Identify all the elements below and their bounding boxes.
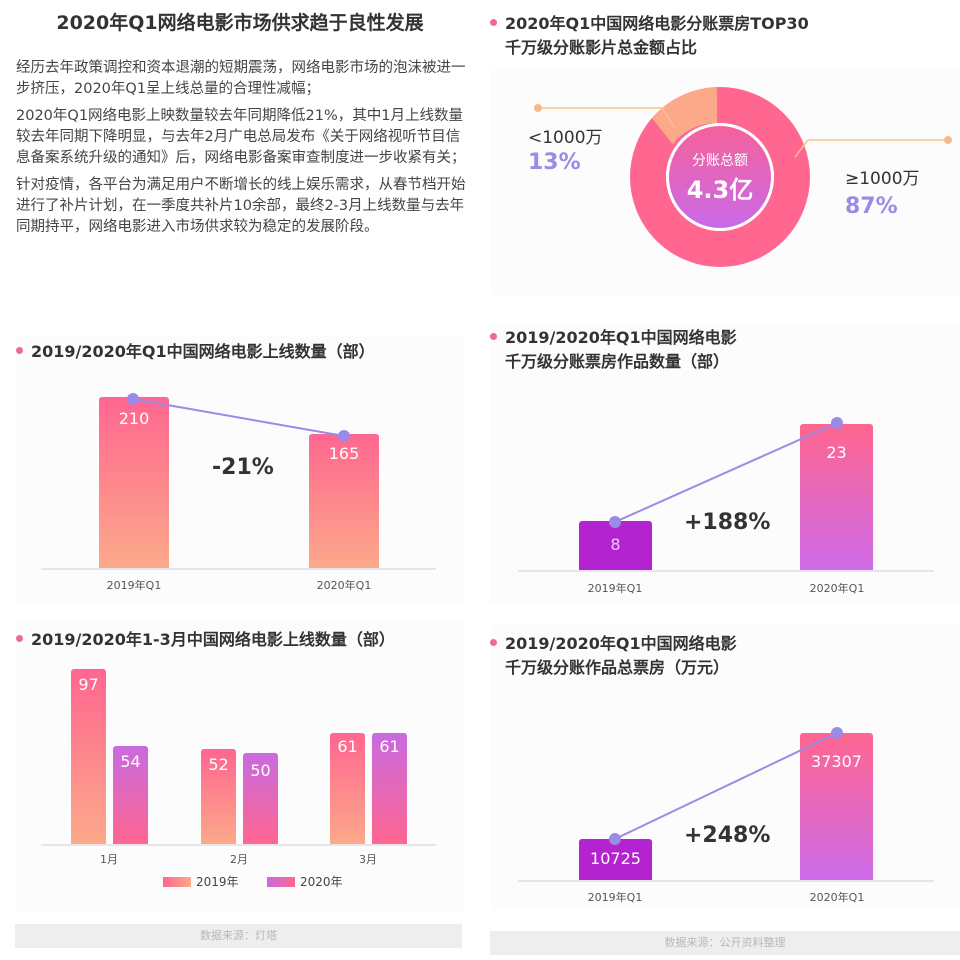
bar-2019q1: 210 (99, 397, 169, 568)
slice-label-large: ≥1000万 (845, 169, 920, 189)
donut-chart-title: 2020年Q1中国网络电影分账票房TOP30 千万级分账影片总金额占比 (490, 12, 809, 60)
donut-center-value: 4.3亿 (686, 176, 754, 204)
x-tick: 1月 (100, 853, 118, 866)
title-dot-icon (490, 19, 497, 26)
trend-line (609, 417, 843, 528)
x-tick: 2019年Q1 (587, 891, 643, 904)
change-label: -21% (212, 455, 274, 480)
legend-2020: 2020年 (267, 873, 343, 890)
bar-jan-2020: 54 (113, 746, 148, 844)
slice-pct-small: 13% (528, 150, 581, 175)
slice-pct-large: 87% (845, 194, 898, 219)
leader-dot-icon (944, 136, 952, 144)
slice-label-small: <1000万 (528, 128, 603, 148)
donut-center-label: 分账总额 (692, 153, 748, 169)
intro-paragraph-2: 2020年Q1网络电影上映数量较去年同期降低21%，其中1月上线数量较去年同期下… (16, 108, 466, 166)
bar-2020q1: 165 (309, 434, 379, 568)
intro-text: 经历去年政策调控和资本退潮的短期震荡，网络电影市场的泡沫被进一步挤压，2020年… (16, 58, 466, 244)
change-label: +188% (684, 510, 771, 535)
leader-dot-icon (534, 104, 542, 112)
intro-paragraph-1: 经历去年政策调控和资本退潮的短期震荡，网络电影市场的泡沫被进一步挤压，2020年… (16, 60, 466, 97)
legend-swatch-2020 (267, 876, 295, 887)
bar-2020q1: 37307 (800, 733, 873, 880)
x-axis (41, 844, 436, 846)
main-title: 2020年Q1网络电影市场供求趋于良性发展 (56, 12, 424, 34)
x-tick: 2020年Q1 (809, 891, 865, 904)
title-dot-icon (490, 639, 497, 646)
q1-release-chart-title: 2019/2020年Q1中国网络电影上线数量（部） (16, 340, 375, 364)
box-office-chart-area (490, 625, 960, 910)
legend-swatch-2019 (163, 876, 191, 887)
bar-2019q1: 8 (579, 521, 652, 570)
bar-2019q1: 10725 (579, 839, 652, 880)
donut-chart (534, 87, 952, 267)
title-dot-icon (490, 333, 497, 340)
x-tick: 2020年Q1 (316, 579, 372, 592)
works-count-chart-area (490, 325, 960, 605)
data-source-left: 数据来源：灯塔 (15, 924, 462, 948)
bar-mar-2019: 61 (330, 733, 365, 844)
x-tick: 2019年Q1 (106, 579, 162, 592)
donut-slice-small (651, 87, 718, 145)
works-count-chart-title: 2019/2020年Q1中国网络电影 千万级分账票房作品数量（部） (490, 326, 737, 374)
bar-mar-2020: 61 (372, 733, 407, 844)
box-office-chart-title: 2019/2020年Q1中国网络电影 千万级分账作品总票房（万元） (490, 632, 737, 680)
change-label: +248% (684, 823, 771, 848)
x-tick: 2月 (230, 853, 248, 866)
q1-release-chart-area (15, 335, 465, 605)
bar-feb-2019: 52 (201, 749, 236, 844)
monthly-chart-title: 2019/2020年1-3月中国网络电影上线数量（部） (16, 628, 395, 652)
donut-chart-area: 分账总额 4.3亿 <1000万 13% ≥1000万 87% (490, 70, 960, 295)
trend-line (127, 393, 350, 442)
trend-line (609, 727, 843, 845)
title-dot-icon (16, 347, 23, 354)
bar-jan-2019: 97 (71, 669, 106, 844)
bar-feb-2020: 50 (243, 753, 278, 844)
donut-slice-large (630, 87, 810, 267)
donut-center (669, 126, 771, 228)
x-tick: 2019年Q1 (587, 582, 643, 595)
x-axis (41, 568, 436, 570)
data-source-right: 数据来源：公开资料整理 (490, 931, 960, 955)
x-tick: 3月 (359, 853, 377, 866)
bar-2020q1: 23 (800, 424, 873, 570)
title-dot-icon (16, 635, 23, 642)
x-axis (518, 880, 934, 882)
legend-2019: 2019年 (163, 873, 239, 890)
x-axis (518, 570, 934, 572)
intro-paragraph-3: 针对疫情，各平台为满足用户不断增长的线上娱乐需求，从春节档开始进行了补片计划，在… (16, 177, 466, 235)
x-tick: 2020年Q1 (809, 582, 865, 595)
